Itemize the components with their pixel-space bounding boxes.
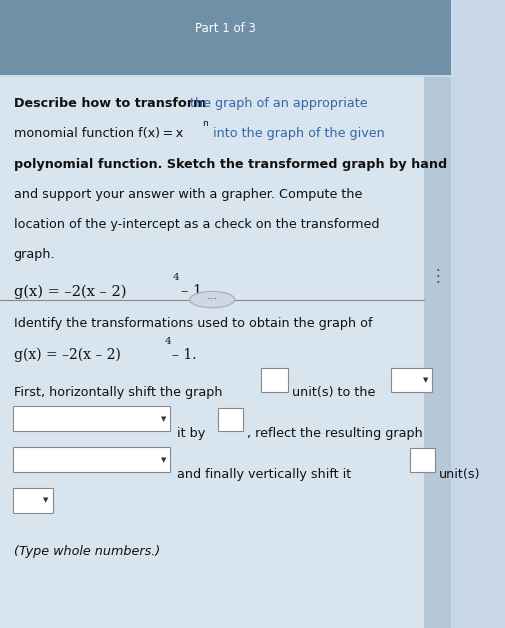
FancyBboxPatch shape bbox=[218, 408, 243, 431]
Text: – 1.: – 1. bbox=[172, 348, 197, 362]
Text: – 1: – 1 bbox=[181, 284, 201, 298]
FancyBboxPatch shape bbox=[13, 406, 170, 431]
Text: g(x) = –2(x – 2): g(x) = –2(x – 2) bbox=[14, 348, 120, 362]
Text: First, horizontally shift the graph: First, horizontally shift the graph bbox=[14, 386, 222, 399]
FancyBboxPatch shape bbox=[13, 447, 170, 472]
Text: , reflect the resulting graph: , reflect the resulting graph bbox=[247, 427, 423, 440]
FancyBboxPatch shape bbox=[13, 488, 53, 513]
Text: graph.: graph. bbox=[14, 248, 55, 261]
Text: n: n bbox=[202, 119, 208, 128]
Text: ⋮: ⋮ bbox=[430, 268, 446, 285]
Text: 4: 4 bbox=[172, 273, 179, 282]
FancyBboxPatch shape bbox=[0, 77, 424, 628]
Text: ▼: ▼ bbox=[423, 377, 428, 383]
Text: polynomial function. Sketch the transformed graph by hand: polynomial function. Sketch the transfor… bbox=[14, 158, 447, 171]
Text: Identify the transformations used to obtain the graph of: Identify the transformations used to obt… bbox=[14, 317, 372, 330]
FancyBboxPatch shape bbox=[424, 77, 451, 628]
FancyBboxPatch shape bbox=[391, 368, 432, 392]
Text: Describe how to transform: Describe how to transform bbox=[14, 97, 206, 111]
Text: unit(s): unit(s) bbox=[439, 468, 480, 481]
Text: the graph of an appropriate: the graph of an appropriate bbox=[186, 97, 368, 111]
Text: and finally vertically shift it: and finally vertically shift it bbox=[177, 468, 351, 481]
Text: monomial function f(x) = x: monomial function f(x) = x bbox=[14, 127, 183, 141]
Text: 4: 4 bbox=[165, 337, 171, 345]
Text: Part 1 of 3: Part 1 of 3 bbox=[195, 22, 256, 35]
Text: ···: ··· bbox=[207, 295, 218, 305]
Text: (Type whole numbers.): (Type whole numbers.) bbox=[14, 545, 160, 558]
Text: it by: it by bbox=[177, 427, 206, 440]
Text: location of the y-intercept as a check on the transformed: location of the y-intercept as a check o… bbox=[14, 218, 379, 231]
Text: ▼: ▼ bbox=[161, 416, 166, 422]
FancyBboxPatch shape bbox=[410, 448, 435, 472]
Text: ▼: ▼ bbox=[43, 497, 48, 504]
Text: into the graph of the given: into the graph of the given bbox=[209, 127, 384, 141]
Text: and support your answer with a grapher. Compute the: and support your answer with a grapher. … bbox=[14, 188, 362, 201]
Text: unit(s) to the: unit(s) to the bbox=[292, 386, 375, 399]
FancyBboxPatch shape bbox=[0, 0, 451, 75]
FancyBboxPatch shape bbox=[261, 368, 287, 392]
Text: ▼: ▼ bbox=[161, 457, 166, 463]
Text: g(x) = –2(x – 2): g(x) = –2(x – 2) bbox=[14, 284, 126, 299]
Text: ↖: ↖ bbox=[266, 381, 276, 394]
Ellipse shape bbox=[189, 291, 235, 308]
